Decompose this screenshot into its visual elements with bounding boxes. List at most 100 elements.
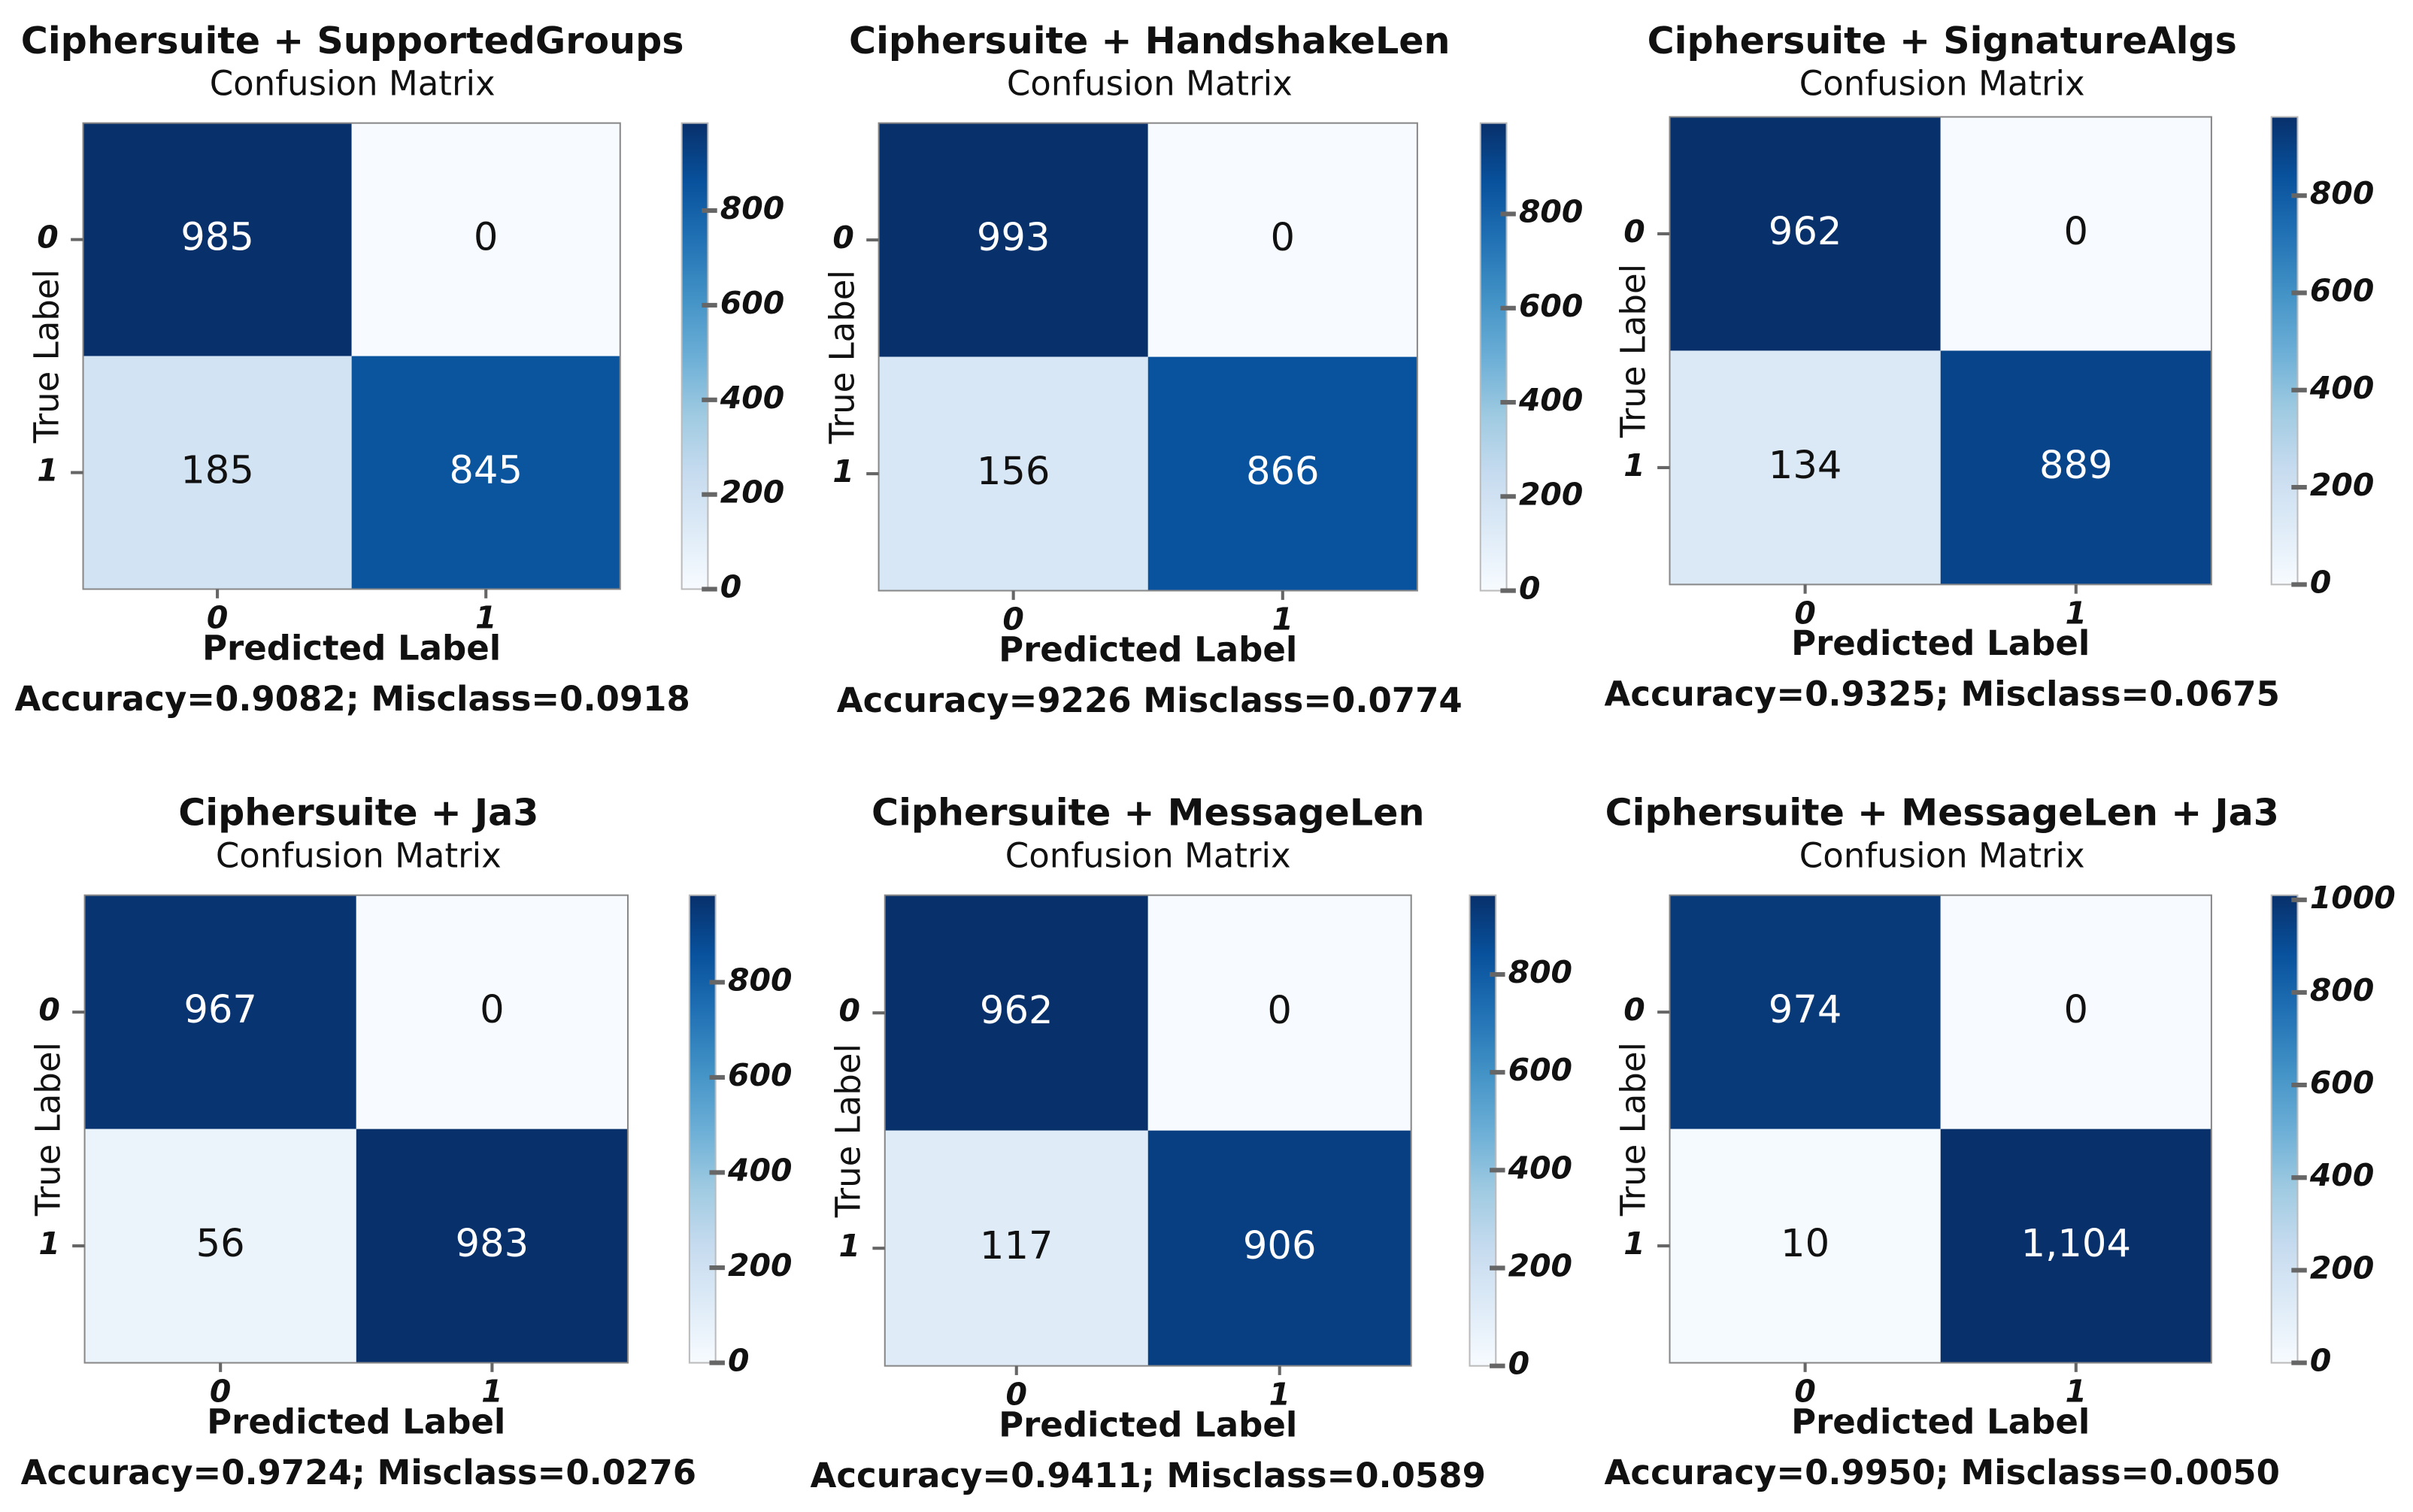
- x-tick-label: 1: [2066, 595, 2087, 631]
- y-tick-label: 0: [38, 992, 59, 1028]
- cell-label: 1,104: [2021, 1222, 2131, 1266]
- panel-subtitle: Confusion Matrix: [216, 836, 502, 876]
- cell-label: 906: [1243, 1224, 1317, 1268]
- cell-label: 985: [180, 216, 254, 260]
- cell-label: 983: [456, 1222, 529, 1266]
- panel-subtitle: Confusion Matrix: [1799, 64, 2085, 104]
- colorbar-tick-label: 0: [2310, 564, 2331, 600]
- colorbar-tick-label: 600: [1519, 288, 1583, 324]
- colorbar-tick-label: 600: [2310, 1065, 2374, 1101]
- matrix-cell: [83, 356, 352, 589]
- cell-label: 962: [1769, 210, 1842, 254]
- y-tick-label: 0: [839, 992, 860, 1029]
- matrix-cell: [1669, 350, 1941, 585]
- colorbar-tick-label: 800: [2310, 175, 2374, 211]
- x-tick-label: 1: [481, 1373, 502, 1409]
- matrix-cell: [878, 123, 1148, 357]
- cell-label: 0: [474, 216, 499, 260]
- matrix-cell: [1147, 123, 1417, 357]
- colorbar-tick-label: 600: [728, 1057, 792, 1093]
- matrix-border: [884, 894, 1412, 1367]
- cell-label: 0: [480, 988, 505, 1032]
- y-axis-label: True Label: [823, 270, 862, 444]
- cell-label: 962: [980, 989, 1053, 1033]
- cell-label: 10: [1781, 1222, 1829, 1266]
- matrix-cell: [1940, 1129, 2211, 1363]
- colorbar: [1469, 894, 1497, 1367]
- matrix-cell: [84, 895, 356, 1129]
- x-axis-label: Predicted Label: [207, 1401, 505, 1441]
- colorbar: [1479, 122, 1508, 592]
- annotation: Accuracy=0.9724; Misclass=0.0276: [21, 1453, 696, 1492]
- x-axis-label: Predicted Label: [1791, 623, 2090, 663]
- y-tick-label: 1: [38, 1226, 59, 1262]
- y-axis-label: True Label: [1613, 264, 1653, 438]
- y-axis-label: True Label: [29, 1042, 68, 1217]
- matrix-border: [82, 122, 621, 590]
- colorbar-tick-label: 200: [2310, 1250, 2374, 1286]
- y-tick-label: 1: [37, 453, 58, 489]
- x-tick-label: 0: [1006, 1377, 1027, 1413]
- cell-label: 0: [2064, 210, 2089, 254]
- cell-label: 889: [2039, 444, 2113, 488]
- colorbar-tick-label: 800: [720, 190, 784, 226]
- colorbar-tick-label: 200: [2310, 467, 2374, 503]
- annotation: Accuracy=9226 Misclass=0.0774: [837, 680, 1463, 720]
- matrix-cell: [356, 895, 628, 1129]
- x-axis-label: Predicted Label: [1791, 1401, 2090, 1441]
- colorbar-tick-label: 1000: [2310, 880, 2396, 916]
- colorbar-tick-label: 600: [720, 285, 784, 321]
- cell-label: 0: [1267, 989, 1292, 1033]
- annotation: Accuracy=0.9082; Misclass=0.0918: [14, 679, 690, 719]
- cell-label: 134: [1769, 444, 1842, 488]
- colorbar-tick-label: 600: [2310, 273, 2374, 309]
- matrix-cell: [1147, 356, 1417, 591]
- colorbar-tick-label: 800: [728, 962, 792, 998]
- colorbar-tick-label: 0: [1519, 571, 1540, 607]
- x-axis-label: Predicted Label: [999, 629, 1297, 669]
- x-axis-label: Predicted Label: [202, 628, 501, 668]
- y-tick-label: 1: [1623, 1226, 1645, 1262]
- x-tick-label: 1: [2066, 1373, 2087, 1409]
- colorbar-tick-label: 200: [1508, 1248, 1572, 1284]
- matrix-border: [83, 894, 629, 1364]
- colorbar-tick-label: 0: [728, 1343, 749, 1379]
- cell-label: 993: [977, 216, 1050, 260]
- cell-label: 845: [449, 449, 523, 493]
- x-tick-label: 0: [207, 599, 228, 635]
- matrix-cell: [1940, 895, 2211, 1129]
- cell-label: 156: [977, 450, 1050, 494]
- matrix-cell: [1669, 117, 1941, 351]
- y-tick-label: 0: [1623, 992, 1645, 1028]
- y-tick-label: 1: [1623, 447, 1645, 483]
- matrix-cell: [83, 123, 352, 356]
- colorbar-tick-label: 400: [727, 1152, 792, 1188]
- colorbar-tick-label: 400: [2309, 370, 2374, 406]
- y-axis-label: True Label: [829, 1044, 868, 1218]
- matrix-cell: [1940, 117, 2211, 351]
- cell-label: 974: [1769, 988, 1842, 1032]
- x-tick-label: 0: [1794, 1373, 1815, 1409]
- colorbar-tick-label: 400: [2309, 1157, 2374, 1193]
- colorbar: [688, 894, 717, 1364]
- cell-label: 0: [2064, 988, 2089, 1032]
- y-tick-label: 1: [832, 453, 853, 489]
- matrix-border: [1669, 894, 2212, 1364]
- annotation: Accuracy=0.9950; Misclass=0.0050: [1605, 1453, 2280, 1492]
- matrix-cell: [878, 356, 1148, 591]
- cell-label: 866: [1246, 450, 1320, 494]
- colorbar: [681, 122, 709, 590]
- colorbar-tick-label: 400: [1518, 382, 1583, 418]
- panel-subtitle: Confusion Matrix: [210, 64, 496, 104]
- panel: Ciphersuite + MessageLen + Ja3Confusion …: [1605, 791, 2396, 1492]
- matrix-cell: [1940, 350, 2211, 585]
- cell-label: 117: [980, 1224, 1053, 1268]
- panel-title: Ciphersuite + HandshakeLen: [849, 19, 1450, 62]
- matrix-cell: [356, 1129, 628, 1363]
- cell-label: 967: [183, 988, 257, 1032]
- cell-label: 185: [180, 449, 254, 493]
- colorbar: [2270, 894, 2299, 1364]
